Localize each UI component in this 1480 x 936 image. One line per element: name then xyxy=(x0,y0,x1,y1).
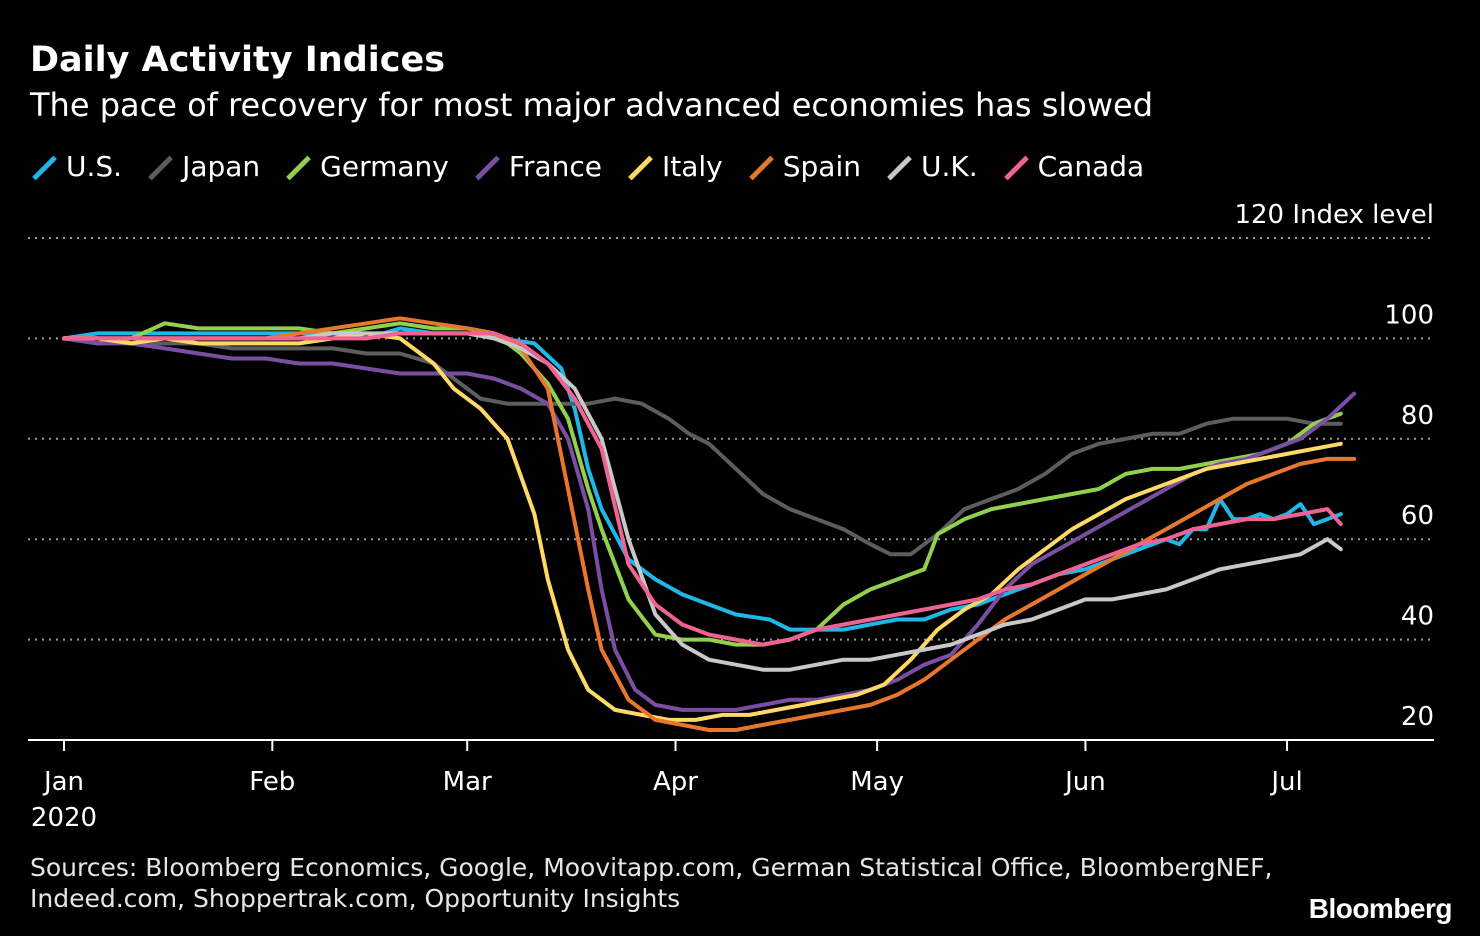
x-tick-label: Feb xyxy=(249,767,295,797)
legend-label: U.K. xyxy=(920,150,978,183)
bloomberg-logo: Bloomberg xyxy=(1308,893,1453,924)
y-tick-label: 20 xyxy=(1401,702,1434,732)
x-tick-label: Jun xyxy=(1063,767,1106,797)
legend-label: France xyxy=(508,150,602,183)
series-line-italy xyxy=(62,331,1343,722)
legend-entry: Spain xyxy=(747,150,861,183)
series-line-us xyxy=(62,326,1343,632)
line-chart: 20 40 60 80 100 120 Index level Jan Feb Mar Apr Ma… xyxy=(28,200,1434,833)
legend-label: Germany xyxy=(320,150,449,183)
legend-entry: Japan xyxy=(146,150,260,183)
y-tick-label: 60 xyxy=(1401,501,1434,531)
chart-subtitle: The pace of recovery for most major adva… xyxy=(30,86,1154,124)
legend-label: Canada xyxy=(1037,150,1145,183)
legend-entry: U.S. xyxy=(30,150,122,183)
legend-label: U.S. xyxy=(66,150,123,183)
sources-note: Sources: Bloomberg Economics, Google, Mo… xyxy=(30,853,1273,913)
x-tick-label: Jan xyxy=(42,767,84,797)
y-tick-label: 80 xyxy=(1401,401,1434,431)
series-line-germany xyxy=(62,321,1343,647)
y-tick-label: 100 xyxy=(1384,300,1434,330)
legend-entry: Italy xyxy=(626,150,723,183)
legend: U.S. Japan Germany France Italy Spain U.K. Cana… xyxy=(30,150,1168,183)
legend-label: Italy xyxy=(661,150,723,183)
x-tick-label: Mar xyxy=(443,767,492,797)
series-line-france xyxy=(62,336,1357,712)
legend-label: Japan xyxy=(182,150,261,183)
series-line-canada xyxy=(62,331,1343,647)
legend-entry: France xyxy=(473,150,602,183)
x-year-label: 2020 xyxy=(31,803,97,833)
y-tick-label: 40 xyxy=(1401,602,1434,632)
series-line-uk xyxy=(62,331,1343,672)
legend-entry: Canada xyxy=(1002,150,1145,183)
x-tick-label: Apr xyxy=(653,767,698,797)
series-line-japan xyxy=(62,336,1343,557)
legend-label: Spain xyxy=(782,150,861,183)
legend-entry: Germany xyxy=(284,150,449,183)
legend-entry: U.K. xyxy=(885,150,978,183)
chart-title: Daily Activity Indices xyxy=(30,40,446,80)
series-line-spain xyxy=(62,316,1357,732)
y-tick-label: 120 Index level xyxy=(1234,200,1434,230)
x-tick-label: May xyxy=(850,767,904,797)
x-tick-label: Jul xyxy=(1269,767,1302,797)
